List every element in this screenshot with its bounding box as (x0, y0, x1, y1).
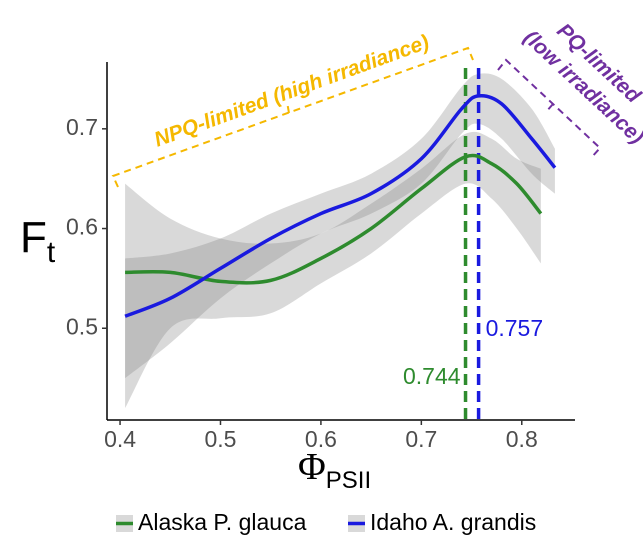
reference-label: 0.757 (486, 315, 544, 341)
x-tick-label: 0.8 (506, 426, 538, 452)
legend-label: Idaho A. grandis (370, 509, 536, 535)
y-tick-label: 0.7 (66, 114, 98, 140)
x-axis-label: ΦPSII (298, 446, 371, 495)
y-axis-label: Ft (20, 213, 56, 269)
confidence-band (125, 131, 541, 409)
npq-annotation: NPQ-limited (high irradiance) (151, 31, 432, 152)
npq-bracket (111, 46, 474, 188)
y-label-sub: t (47, 236, 56, 269)
x-tick-label: 0.7 (405, 426, 437, 452)
x-label-sub: PSII (326, 467, 371, 494)
y-label-main: F (20, 213, 47, 262)
series-line (124, 93, 557, 318)
x-tick-label: 0.6 (305, 426, 337, 452)
pq-bracket (497, 58, 602, 159)
reference-label: 0.744 (403, 363, 461, 389)
plot: 0.744 0.757 0.4 0.5 0.6 0.7 0.8 0.5 0.6 0.7 Alaska… (66, 62, 575, 535)
series-line (125, 153, 543, 285)
x-tick-label: 0.5 (204, 426, 236, 452)
confidence-band (125, 73, 555, 379)
y-tick-label: 0.6 (66, 214, 98, 240)
y-tick-label: 0.5 (66, 313, 98, 339)
legend-label: Alaska P. glauca (138, 509, 307, 535)
x-tick-label: 0.4 (104, 426, 136, 452)
x-label-main: Φ (298, 446, 326, 488)
